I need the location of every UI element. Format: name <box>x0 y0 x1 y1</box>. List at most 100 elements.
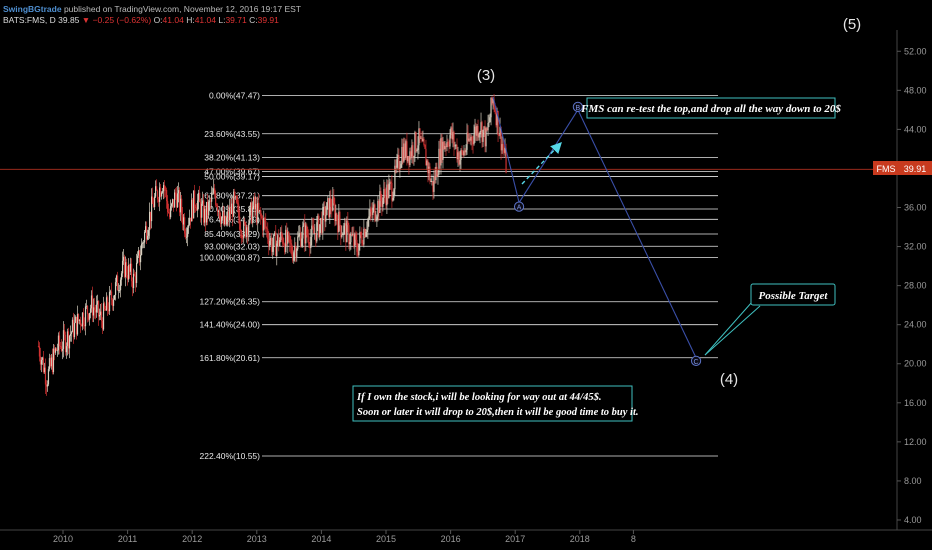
candle-body <box>284 244 286 253</box>
candle-body <box>477 125 479 138</box>
candle-body <box>327 198 329 203</box>
target-pointer-2 <box>704 305 761 356</box>
candle-body <box>233 191 235 217</box>
comment-line-1: If I own the stock,i will be looking for… <box>356 392 601 403</box>
candle-body <box>89 308 92 314</box>
candle-body <box>479 132 481 135</box>
candle-body <box>85 305 88 307</box>
candle-body <box>496 111 498 126</box>
y-tick-label: 44.00 <box>904 124 927 134</box>
wave-point-label: C <box>694 359 699 366</box>
candle-body <box>354 234 356 246</box>
candle-body <box>126 275 129 280</box>
candle-body <box>135 262 138 283</box>
candle-body <box>67 331 70 349</box>
candle-body <box>82 312 85 325</box>
candle-body <box>92 307 95 316</box>
candle-body <box>230 207 232 215</box>
candle-body <box>199 192 201 203</box>
candle-body <box>445 145 447 148</box>
x-tick-label: 2016 <box>441 534 461 544</box>
candle-body <box>407 156 409 162</box>
x-tick-label: 2015 <box>376 534 396 544</box>
candle-body <box>154 196 156 208</box>
y-tick-label: 32.00 <box>904 242 927 252</box>
candle-body <box>347 220 349 226</box>
fib-label: 38.20%(41.13) <box>204 152 260 162</box>
candle-body <box>360 232 362 236</box>
candle-body <box>83 324 86 327</box>
candle-body <box>54 348 57 353</box>
candle-body <box>271 237 273 252</box>
candle-body <box>127 265 130 280</box>
candle-body <box>276 243 278 257</box>
candle-body <box>490 97 492 118</box>
candle-body <box>378 200 380 213</box>
candle-body <box>188 224 190 228</box>
candle-body <box>278 235 280 247</box>
y-tick-label: 20.00 <box>904 359 927 369</box>
candle-body <box>364 229 366 237</box>
candle-body <box>110 291 113 300</box>
candle-body <box>167 201 169 213</box>
candle-body <box>337 220 339 233</box>
candle-body <box>291 244 293 255</box>
candle-body <box>476 125 478 136</box>
candle-body <box>315 233 317 242</box>
candle-body <box>403 143 405 162</box>
author-name[interactable]: SwingBGtrade <box>3 4 62 14</box>
candle-body <box>108 291 111 312</box>
candle-body <box>185 233 187 238</box>
candle-body <box>377 200 379 217</box>
candle-body <box>374 204 376 221</box>
candle-body <box>62 330 65 349</box>
candle-body <box>442 141 444 160</box>
candle-body <box>405 141 407 158</box>
candle-body <box>288 232 290 236</box>
candle-body <box>120 273 123 280</box>
candle-body <box>353 234 355 246</box>
x-tick-label: 2017 <box>505 534 525 544</box>
candle-body <box>119 279 122 291</box>
candle-body <box>202 200 204 204</box>
candle-body <box>139 255 142 263</box>
candle-body <box>436 166 438 178</box>
wave-point-a <box>513 201 525 212</box>
candle-body <box>90 295 93 309</box>
candle-body <box>317 215 319 223</box>
close-value: 39.91 <box>257 15 279 25</box>
candle-body <box>481 122 483 142</box>
candle-body <box>306 225 308 236</box>
candle-body <box>148 211 151 231</box>
candle-body <box>112 299 115 306</box>
candle-body <box>349 242 351 245</box>
candle-body <box>359 232 361 244</box>
candle-body <box>275 232 277 257</box>
candle-body <box>65 346 68 353</box>
candle-body <box>81 312 84 327</box>
x-tick-label: 2012 <box>182 534 202 544</box>
candle-body <box>421 137 423 142</box>
candle-body <box>140 243 143 256</box>
candle-body <box>59 346 62 348</box>
candle-body <box>363 229 365 245</box>
candle-body <box>448 145 450 147</box>
y-tick-label: 48.00 <box>904 85 927 95</box>
candle-body <box>216 204 218 206</box>
candle-body <box>373 204 375 208</box>
candle-body <box>141 243 144 244</box>
candle-body <box>103 303 106 310</box>
candle-body <box>273 234 275 247</box>
candle-body <box>227 211 229 219</box>
wave-point-b <box>572 101 583 112</box>
candle-body <box>180 198 182 213</box>
candle-body <box>80 325 83 327</box>
candle-body <box>147 230 150 236</box>
candle-body <box>502 144 504 149</box>
wave-3-label: (3) <box>477 67 495 84</box>
candle-body <box>131 281 134 289</box>
candle-body <box>451 127 453 140</box>
candle-body <box>341 234 343 238</box>
candle-body <box>404 143 406 158</box>
